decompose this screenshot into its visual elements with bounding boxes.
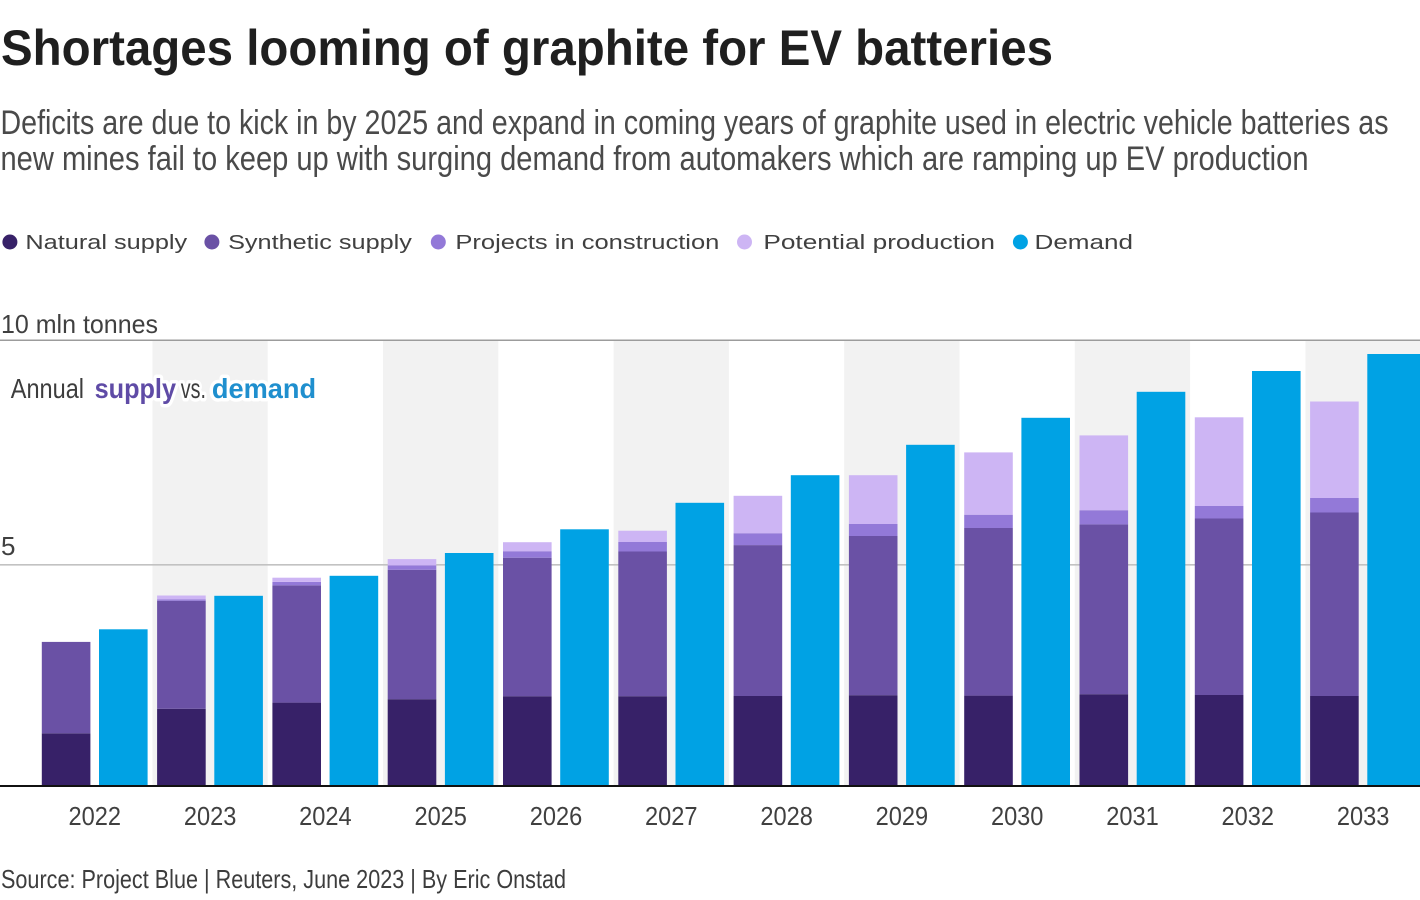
svg-text:Potential production: Potential production xyxy=(763,232,995,254)
svg-text:Synthetic supply: Synthetic supply xyxy=(228,232,412,254)
svg-text:2026: 2026 xyxy=(530,801,583,831)
svg-text:Natural supply: Natural supply xyxy=(25,232,187,254)
svg-text:2030: 2030 xyxy=(991,801,1044,831)
svg-text:2028: 2028 xyxy=(760,801,813,831)
svg-text:2027: 2027 xyxy=(645,801,698,831)
svg-text:Annual: Annual xyxy=(11,373,84,404)
svg-text:2024: 2024 xyxy=(299,801,352,831)
svg-text:Shortages looming of graphite: Shortages looming of graphite for EV bat… xyxy=(1,20,1053,76)
svg-text:new mines fail to keep up with: new mines fail to keep up with surging d… xyxy=(1,140,1309,178)
svg-text:2031: 2031 xyxy=(1106,801,1159,831)
svg-text:2029: 2029 xyxy=(876,801,929,831)
svg-text:supply: supply xyxy=(95,373,177,404)
svg-text:10 mln tonnes: 10 mln tonnes xyxy=(1,309,158,339)
svg-text:Projects in construction: Projects in construction xyxy=(455,232,719,254)
svg-text:2022: 2022 xyxy=(69,801,122,831)
svg-text:5: 5 xyxy=(1,531,15,561)
svg-text:demand: demand xyxy=(212,373,316,404)
svg-text:Source: Project Blue | Reuters: Source: Project Blue | Reuters, June 202… xyxy=(1,864,566,894)
svg-text:Demand: Demand xyxy=(1035,232,1134,254)
svg-text:2025: 2025 xyxy=(414,801,467,831)
svg-text:Deficits are due to kick in by: Deficits are due to kick in by 2025 and … xyxy=(1,104,1389,142)
svg-text:vs.: vs. xyxy=(181,373,206,404)
svg-text:2023: 2023 xyxy=(184,801,237,831)
svg-text:2032: 2032 xyxy=(1222,801,1275,831)
svg-text:2033: 2033 xyxy=(1337,801,1390,831)
